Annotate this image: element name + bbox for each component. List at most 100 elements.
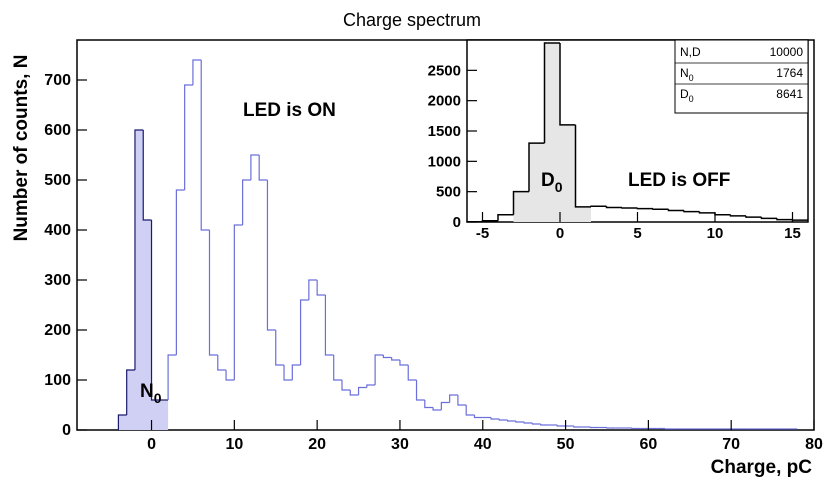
led-off-annotation: LED is OFF bbox=[628, 170, 730, 191]
inset-bin bbox=[745, 215, 762, 218]
main-y-tick-label: 700 bbox=[44, 72, 71, 89]
main-bin bbox=[523, 422, 533, 424]
inset-y-tick-label: 2500 bbox=[428, 62, 461, 79]
main-bin bbox=[333, 355, 342, 381]
main-bin bbox=[573, 426, 583, 428]
stats-box-frame bbox=[674, 39, 809, 114]
d0-label: D0 bbox=[541, 170, 563, 195]
main-bin bbox=[457, 395, 467, 406]
main-y-tick-label: 400 bbox=[44, 222, 71, 239]
stats-row-value: 10000 bbox=[770, 45, 804, 59]
inset-bin bbox=[605, 206, 622, 209]
main-bin bbox=[415, 380, 425, 401]
main-x-tick-label: 0 bbox=[147, 436, 156, 453]
main-bin bbox=[200, 60, 210, 231]
main-x-tick-label: 80 bbox=[805, 436, 823, 453]
inset-bin bbox=[652, 208, 669, 211]
main-bin bbox=[449, 394, 458, 403]
x-axis-label: Charge, pC bbox=[711, 457, 813, 478]
inset-y-tick-label: 0 bbox=[453, 214, 461, 231]
main-bin bbox=[134, 129, 144, 370]
main-bin bbox=[357, 386, 367, 395]
main-plot-frame bbox=[76, 39, 815, 431]
main-x-tick-label: 70 bbox=[722, 436, 740, 453]
main-x-tick-label: 60 bbox=[639, 436, 657, 453]
inset-bin bbox=[559, 43, 576, 126]
main-bin bbox=[126, 369, 135, 415]
main-y-tick-label: 100 bbox=[44, 372, 71, 389]
main-y-tick-label: 200 bbox=[44, 322, 71, 339]
main-bin bbox=[540, 424, 550, 426]
main-bin bbox=[341, 380, 351, 391]
inset-y-tick-label: 2000 bbox=[428, 93, 461, 110]
inset-x-tick-label: 0 bbox=[556, 225, 564, 242]
main-bin bbox=[440, 401, 450, 410]
main-bin bbox=[299, 299, 309, 365]
main-bin bbox=[142, 130, 152, 221]
inset-y-tick-label: 1500 bbox=[428, 123, 461, 140]
inset-bin bbox=[590, 205, 607, 207]
inset-y-tick-label: 500 bbox=[436, 184, 461, 201]
main-x-tick-label: 40 bbox=[474, 436, 492, 453]
inset-x-tick-label: 15 bbox=[784, 225, 801, 242]
inset-bin bbox=[776, 218, 793, 221]
stats-row-name-sub: 0 bbox=[689, 73, 694, 83]
main-bin bbox=[266, 180, 276, 331]
main-bin bbox=[283, 365, 293, 381]
main-bin bbox=[208, 230, 218, 356]
d0-label-sub: 0 bbox=[555, 179, 563, 195]
n0-label-main: N bbox=[140, 381, 154, 402]
stats-row-name-main: N bbox=[680, 66, 689, 80]
main-bin bbox=[606, 427, 616, 429]
main-shaded-region bbox=[118, 130, 169, 430]
main-bin bbox=[465, 405, 475, 416]
inset-y-tick-label: 1000 bbox=[428, 153, 461, 170]
stats-row-name-main: N,D bbox=[680, 45, 701, 59]
main-bin bbox=[291, 364, 301, 380]
inset-bin bbox=[512, 190, 529, 215]
main-bin bbox=[531, 423, 541, 425]
main-bin bbox=[233, 224, 243, 380]
main-bin bbox=[250, 154, 260, 180]
main-bin bbox=[217, 355, 227, 371]
stats-row-value: 1764 bbox=[776, 66, 803, 80]
main-bin bbox=[473, 415, 483, 419]
main-x-tick-label: 10 bbox=[225, 436, 243, 453]
inset-x-tick-label: -5 bbox=[476, 225, 489, 242]
main-bin bbox=[225, 370, 235, 381]
main-bin bbox=[399, 360, 409, 366]
main-bin bbox=[258, 155, 268, 181]
inset-bin bbox=[791, 219, 808, 221]
main-bin bbox=[432, 407, 442, 411]
stats-row-name: N,D bbox=[680, 45, 701, 59]
main-bin bbox=[308, 279, 318, 300]
main-bin bbox=[175, 189, 185, 355]
main-bin bbox=[184, 84, 193, 190]
main-bin bbox=[391, 357, 400, 361]
main-bin bbox=[192, 59, 202, 85]
main-y-tick-label: 600 bbox=[44, 122, 71, 139]
main-bin bbox=[631, 427, 641, 430]
main-bin bbox=[407, 365, 417, 381]
main-y-tick-label: 0 bbox=[62, 422, 71, 439]
main-bin bbox=[424, 400, 434, 409]
inset-bin bbox=[698, 211, 715, 214]
main-bin bbox=[242, 179, 251, 225]
main-bin bbox=[515, 421, 525, 423]
inset-bin bbox=[729, 214, 746, 217]
main-x-tick-label: 30 bbox=[391, 436, 409, 453]
inset-shaded-region bbox=[513, 43, 591, 223]
main-bin bbox=[167, 354, 177, 400]
main-bin bbox=[349, 390, 359, 396]
n0-label: N0 bbox=[140, 381, 162, 406]
main-bin bbox=[556, 425, 566, 427]
inset-x-tick-label: 10 bbox=[707, 225, 724, 242]
inset-bin bbox=[636, 207, 653, 210]
main-bin bbox=[324, 295, 334, 356]
chart-title: Charge spectrum bbox=[343, 10, 481, 30]
main-bin bbox=[589, 426, 599, 429]
n0-label-sub: 0 bbox=[154, 390, 162, 406]
